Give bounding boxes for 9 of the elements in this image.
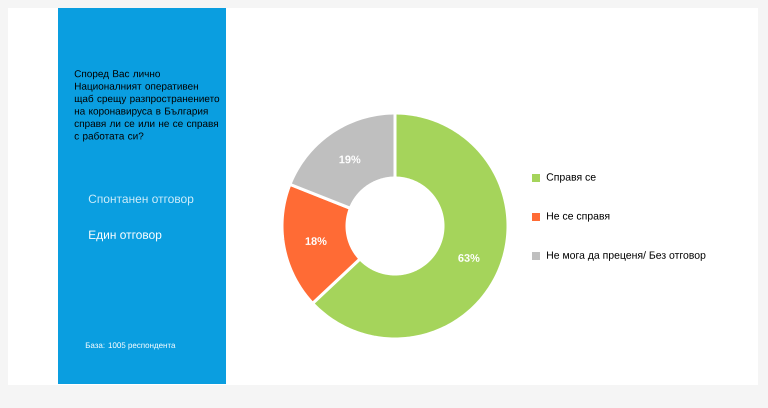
legend-label: Справя се	[546, 173, 596, 183]
text: Спонтанен отговор	[88, 194, 194, 206]
data-label: 18%	[306, 237, 327, 245]
data-label: 19%	[339, 156, 360, 164]
data-label: 63%	[458, 254, 480, 262]
text: Един отговор	[89, 230, 162, 242]
text: Според Вас лично Националният оперативен щаб срещу разпространението на коронавируса в България справя ли се или не се справя с работата си?	[74, 70, 220, 142]
legend-label: Не се справя	[547, 212, 610, 222]
legend-label: Не мога да преценя/ Без отговор	[547, 251, 706, 261]
